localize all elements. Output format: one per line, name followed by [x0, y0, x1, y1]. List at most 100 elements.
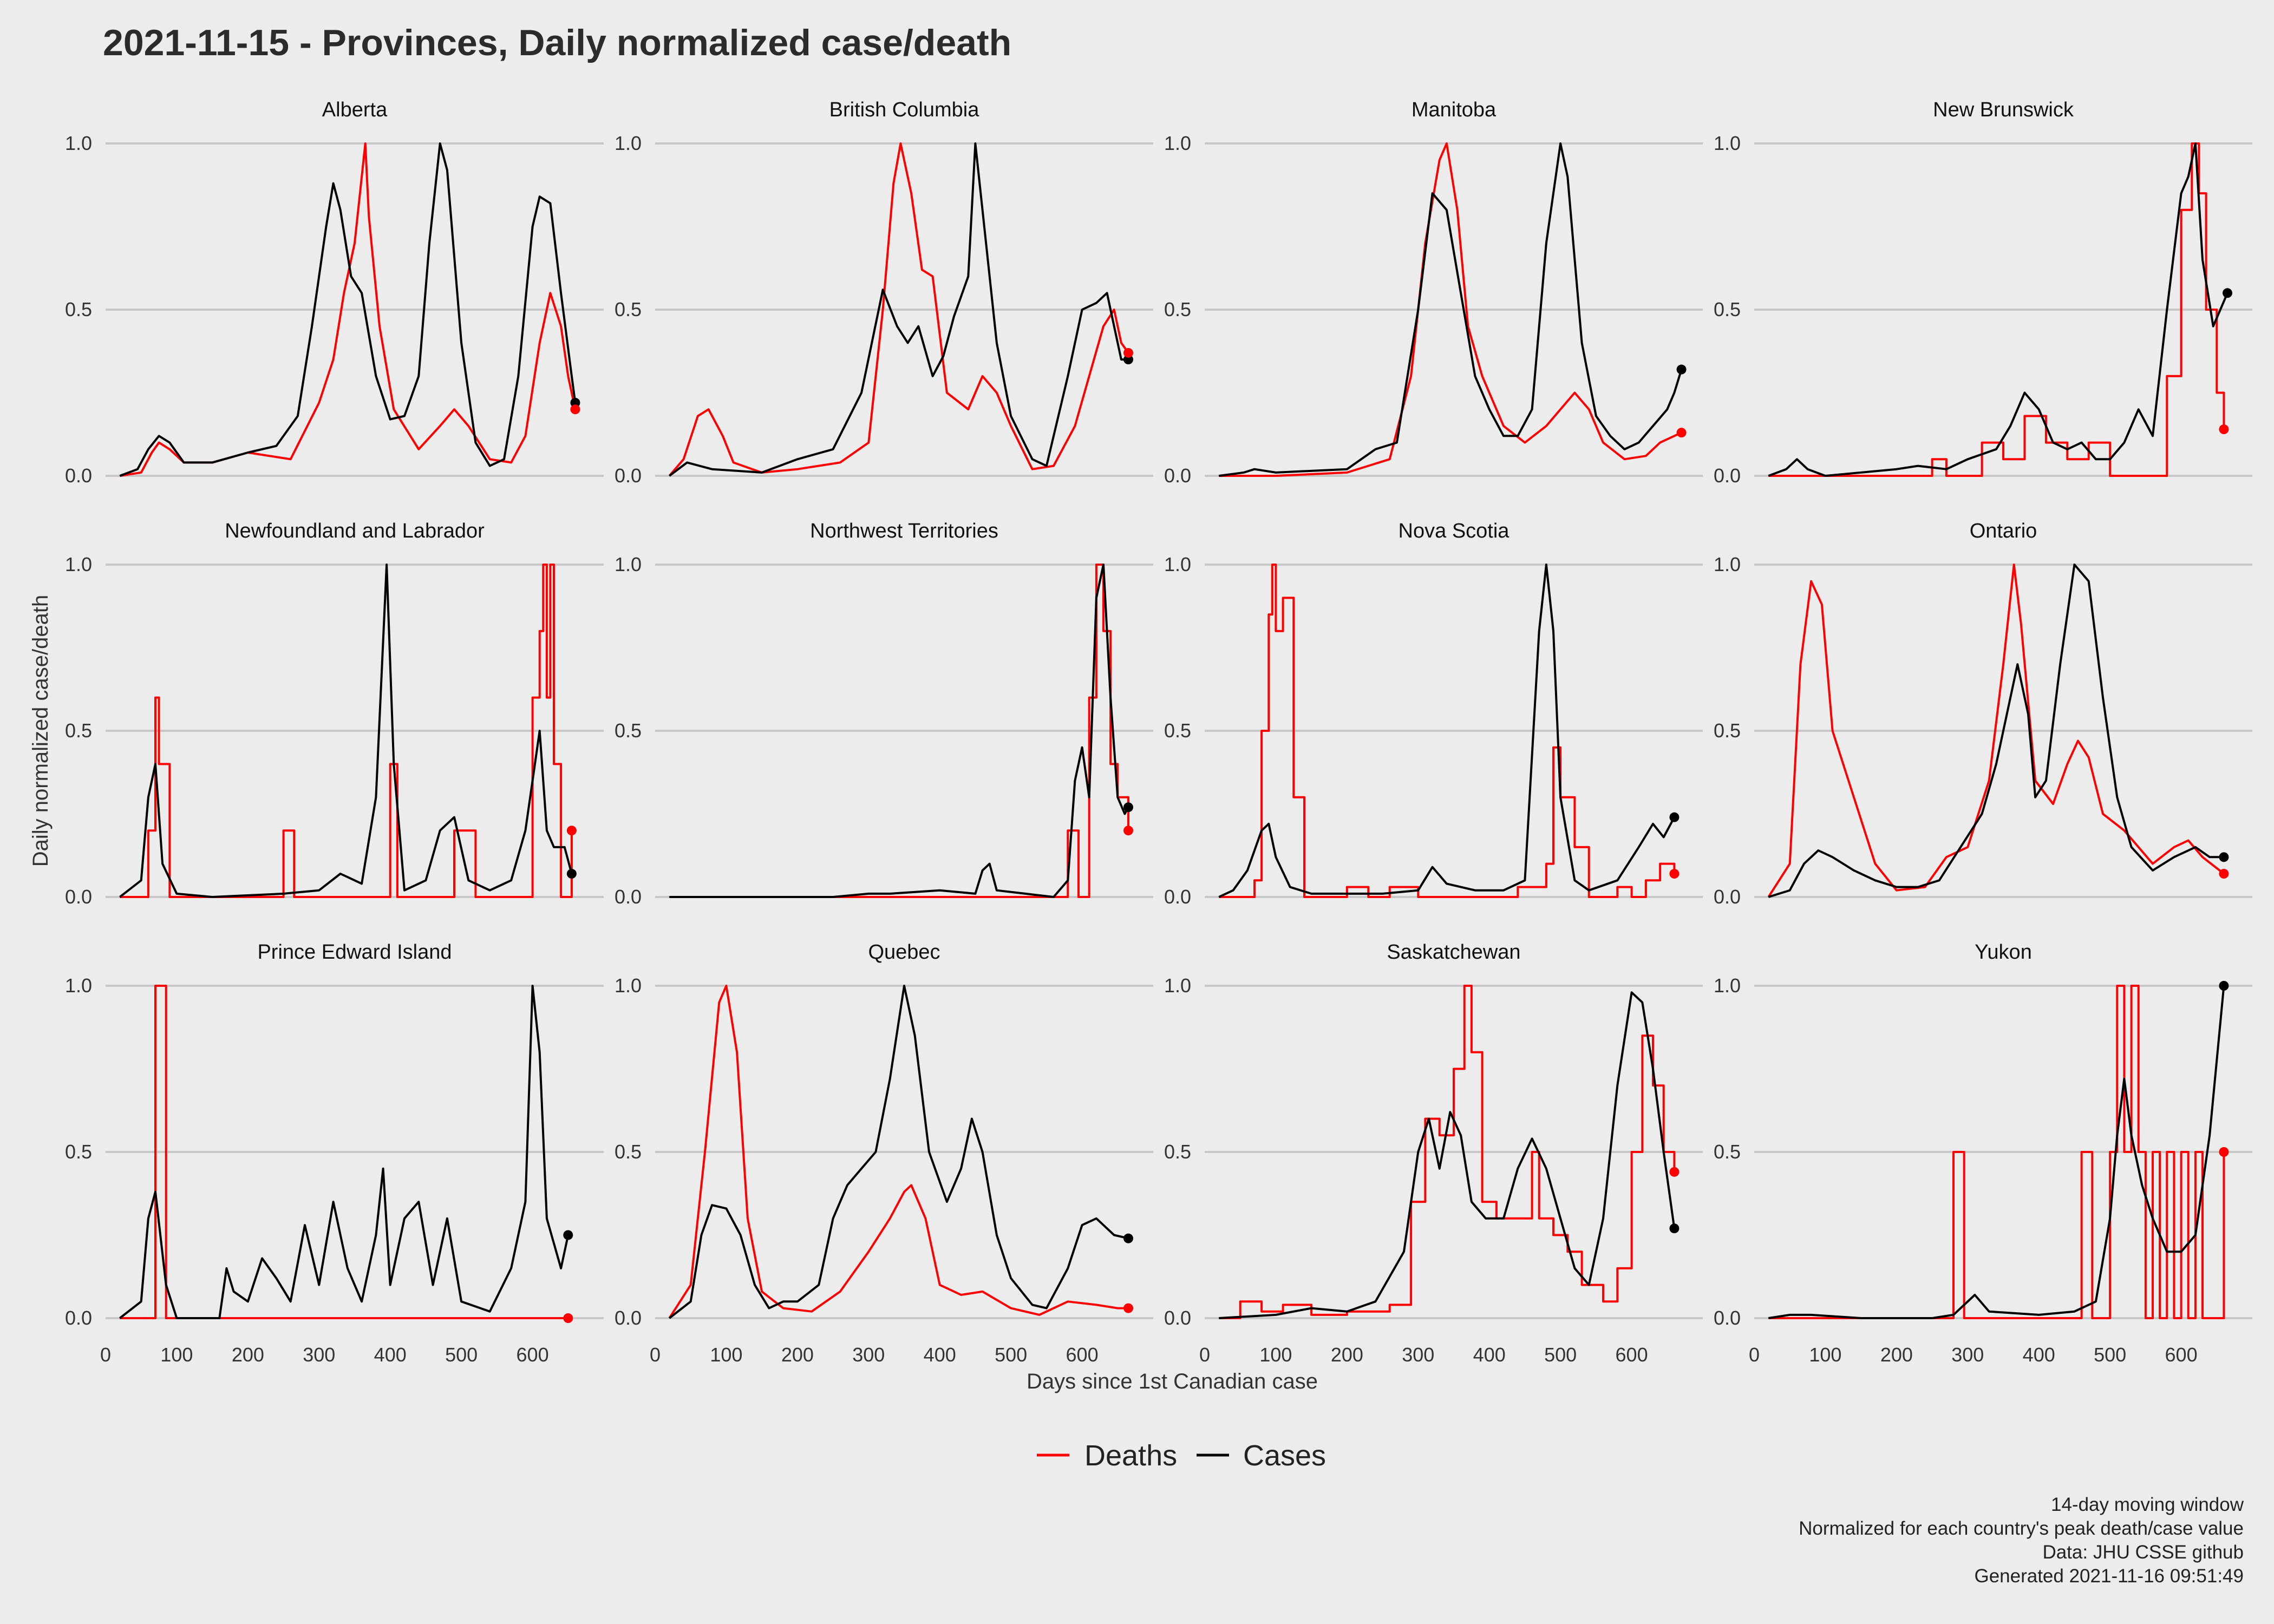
cases-series-line — [1219, 991, 1676, 1319]
deaths-endpoint-marker — [563, 1313, 573, 1323]
legend-label-cases: Cases — [1243, 1439, 1326, 1472]
y-tick-label: 0.5 — [1164, 719, 1191, 742]
deaths-endpoint-marker — [1123, 348, 1133, 358]
x-tick-label: 100 — [1809, 1344, 1841, 1366]
cases-endpoint-marker — [2219, 852, 2229, 862]
cases-series-line — [1768, 985, 2225, 1319]
panel-title-saskatchewan: Saskatchewan — [1387, 941, 1520, 964]
caption-line-source: Data: JHU CSSE github — [2042, 1542, 2244, 1563]
x-tick-label: 100 — [160, 1344, 193, 1366]
cases-endpoint-marker — [2223, 288, 2232, 298]
y-tick-label: 0.5 — [1164, 298, 1191, 320]
y-tick-label: 0.0 — [1164, 464, 1191, 487]
panel-saskatchewan: Saskatchewan 0.0 0.5 1.0 0 100 200 300 400 500 600 — [1164, 941, 1703, 1366]
panel-title-quebec: Quebec — [868, 941, 940, 964]
cases-series-line — [119, 564, 573, 898]
panel-alberta: Alberta 0.0 0.5 1.0 — [65, 99, 604, 487]
y-tick-label: 0.0 — [1714, 1307, 1741, 1329]
cases-series-line — [1768, 142, 2229, 477]
cases-series-line — [119, 142, 577, 477]
deaths-endpoint-marker — [2219, 424, 2229, 435]
x-tick-label: 200 — [1880, 1344, 1913, 1366]
x-tick-label: 400 — [374, 1344, 407, 1366]
deaths-endpoint-marker — [1669, 869, 1680, 879]
y-tick-label: 0.0 — [1164, 886, 1191, 908]
cases-series-line — [1218, 564, 1676, 898]
panel-quebec: Quebec 0.0 0.5 1.0 0 100 200 300 400 500 600 — [615, 941, 1153, 1366]
y-tick-label: 1.0 — [1714, 974, 1741, 997]
x-tick-label: 100 — [1259, 1344, 1292, 1366]
x-tick-label: 200 — [781, 1344, 814, 1366]
cases-endpoint-marker — [566, 869, 577, 879]
y-tick-label: 1.0 — [65, 132, 92, 154]
panel-yukon: Yukon 0.0 0.5 1.0 0 100 200 300 400 500 600 — [1714, 941, 2252, 1366]
legend: Deaths Cases — [1037, 1439, 1326, 1472]
deaths-endpoint-marker — [566, 826, 577, 836]
x-tick-label: 600 — [517, 1344, 549, 1366]
panel-title-northwest-territories: Northwest Territories — [810, 520, 998, 542]
panel-title-ontario: Ontario — [1970, 520, 2037, 542]
x-tick-label: 400 — [1473, 1344, 1506, 1366]
deaths-series-line — [669, 564, 1129, 898]
deaths-series-line — [668, 142, 1129, 477]
panel-title-new-brunswick: New Brunswick — [1933, 99, 2074, 121]
x-tick-label: 600 — [2165, 1344, 2198, 1366]
y-axis-label: Daily normalized case/death — [29, 595, 53, 867]
panel-british-columbia: British Columbia 0.0 0.5 1.0 — [615, 99, 1153, 487]
y-tick-label: 0.0 — [1714, 886, 1741, 908]
y-tick-label: 0.5 — [615, 298, 642, 320]
y-tick-label: 0.5 — [615, 1141, 642, 1163]
cases-endpoint-marker — [2219, 981, 2229, 991]
y-tick-label: 0.0 — [65, 1307, 92, 1329]
y-tick-label: 0.0 — [615, 886, 642, 908]
deaths-series-line — [1767, 564, 2225, 898]
x-tick-label: 0 — [1749, 1344, 1760, 1366]
y-tick-label: 1.0 — [615, 553, 642, 575]
deaths-series-line — [668, 985, 1128, 1319]
panel-ontario: Ontario 0.0 0.5 1.0 — [1714, 520, 2252, 908]
x-tick-label: 300 — [303, 1344, 335, 1366]
y-tick-label: 1.0 — [1164, 974, 1191, 997]
deaths-endpoint-marker — [570, 404, 580, 415]
x-tick-label: 300 — [1951, 1344, 1984, 1366]
y-tick-label: 0.5 — [65, 1141, 92, 1163]
y-tick-label: 1.0 — [1714, 132, 1741, 154]
cases-series-line — [669, 564, 1129, 898]
cases-endpoint-marker — [563, 1230, 573, 1240]
panels-grid: Alberta 0.0 0.5 1.0 British Columbia 0.0 0.5 1.… — [65, 99, 2252, 1366]
panel-new-brunswick: New Brunswick 0.0 0.5 1.0 — [1714, 99, 2252, 487]
x-tick-label: 400 — [2023, 1344, 2055, 1366]
y-tick-label: 1.0 — [615, 974, 642, 997]
caption-line-window: 14-day moving window — [2050, 1494, 2244, 1515]
y-tick-label: 0.0 — [615, 464, 642, 487]
deaths-endpoint-marker — [2219, 1147, 2229, 1157]
y-tick-label: 0.5 — [1714, 719, 1741, 742]
y-tick-label: 1.0 — [1164, 553, 1191, 575]
caption: 14-day moving window Normalized for each… — [1799, 1493, 2244, 1588]
panel-title-manitoba: Manitoba — [1412, 99, 1497, 121]
y-tick-label: 1.0 — [65, 553, 92, 575]
x-tick-label: 500 — [445, 1344, 478, 1366]
deaths-endpoint-marker — [1676, 428, 1687, 438]
cases-series-line — [1768, 564, 2224, 898]
deaths-endpoint-marker — [1123, 1303, 1133, 1313]
y-tick-label: 1.0 — [615, 132, 642, 154]
panel-newfoundland-and-labrador: Newfoundland and Labrador 0.0 0.5 1.0 — [65, 520, 604, 908]
panel-title-yukon: Yukon — [1975, 941, 2032, 964]
cases-series-line — [669, 142, 1128, 477]
deaths-series-line — [120, 564, 573, 898]
panel-manitoba: Manitoba 0.0 0.5 1.0 — [1164, 99, 1703, 487]
legend-label-deaths: Deaths — [1084, 1439, 1177, 1472]
cases-series-line — [119, 985, 570, 1319]
x-tick-label: 600 — [1066, 1344, 1099, 1366]
deaths-series-line — [119, 142, 577, 477]
cases-endpoint-marker — [1669, 812, 1680, 822]
x-axis-label: Days since 1st Canadian case — [1027, 1370, 1318, 1393]
x-tick-label: 0 — [1199, 1344, 1210, 1366]
y-tick-label: 1.0 — [1714, 553, 1741, 575]
panel-northwest-territories: Northwest Territories 0.0 0.5 1.0 — [615, 520, 1153, 908]
cases-endpoint-marker — [1669, 1223, 1680, 1234]
deaths-endpoint-marker — [1123, 826, 1133, 836]
y-tick-label: 0.0 — [615, 1307, 642, 1329]
